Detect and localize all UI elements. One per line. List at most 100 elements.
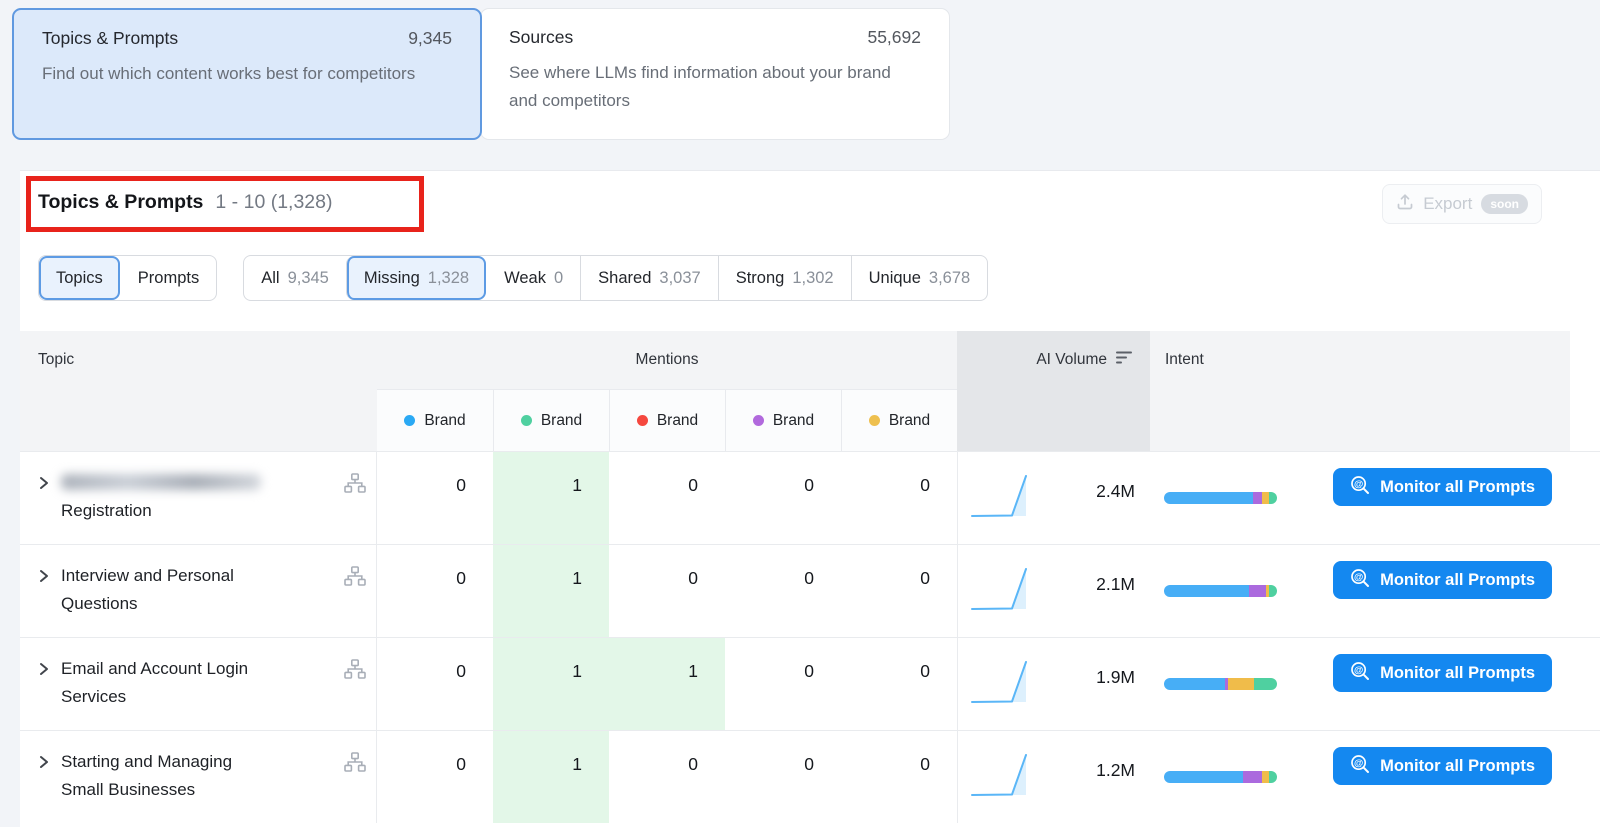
- tab-label: Strong: [735, 268, 785, 287]
- intent-segment: [1164, 678, 1226, 690]
- ai-volume-sparkline: [968, 652, 1034, 711]
- topic-cell[interactable]: Email and Account Login Services: [20, 638, 377, 730]
- brand-color-dot: [520, 415, 532, 426]
- intent-segment: [1254, 678, 1277, 690]
- section-title-wrap: Topics & Prompts 1 - 10 (1,328): [38, 191, 333, 214]
- table-body: Registration 0 1 0 0 0 2.4M: [20, 451, 1600, 823]
- sitemap-icon[interactable]: [344, 566, 366, 637]
- tab-label: Topics: [56, 268, 103, 287]
- mentions-cells: 0 1 0 0 0: [377, 545, 958, 637]
- intent-segment: [1248, 585, 1266, 597]
- card-title: Sources: [509, 27, 574, 47]
- topic-name: Starting and Managing Small Businesses: [61, 752, 233, 799]
- sort-descending-icon: [1116, 351, 1132, 369]
- chevron-right-icon[interactable]: [38, 662, 50, 730]
- monitor-all-prompts-button[interactable]: @ Monitor all Prompts: [1333, 468, 1552, 506]
- tab-label: Unique: [868, 268, 921, 287]
- view-tab-topics[interactable]: Topics: [39, 256, 120, 300]
- svg-text:@: @: [1354, 664, 1363, 675]
- column-header-topic: Topic: [38, 351, 75, 368]
- mention-count: 0: [920, 661, 930, 681]
- mention-count: 0: [920, 475, 930, 495]
- brand-color-dot: [636, 415, 648, 426]
- svg-text:@: @: [1354, 757, 1363, 768]
- topics-table: Topic Mentions AI Volume Intent Brand Bra…: [20, 331, 1600, 823]
- intent-segment: [1164, 585, 1249, 597]
- ai-volume-sparkline: [968, 559, 1034, 618]
- monitor-all-prompts-button[interactable]: @ Monitor all Prompts: [1333, 561, 1552, 599]
- filter-tab-missing[interactable]: Missing 1,328: [345, 256, 487, 300]
- intent-segment: [1243, 771, 1263, 783]
- ai-search-icon: @: [1350, 661, 1370, 686]
- mention-count: 0: [456, 568, 466, 588]
- filter-tab-unique[interactable]: Unique 3,678: [850, 256, 988, 300]
- card-value: 55,692: [867, 27, 921, 47]
- topic-cell[interactable]: Starting and Managing Small Businesses: [20, 731, 377, 823]
- mention-count: 1: [493, 545, 609, 637]
- filter-tab-all[interactable]: All 9,345: [244, 256, 346, 300]
- mention-count: 0: [920, 754, 930, 774]
- intent-segment: [1253, 492, 1263, 504]
- view-toggle: Topics Prompts: [38, 255, 218, 301]
- tab-count: 1,328: [427, 268, 470, 287]
- ai-volume-sparkline: [968, 466, 1034, 525]
- tab-label: Missing: [363, 268, 420, 287]
- column-header-ai-volume[interactable]: AI Volume: [957, 331, 1150, 389]
- chevron-right-icon[interactable]: [38, 476, 50, 544]
- filter-tab-shared[interactable]: Shared 3,037: [580, 256, 718, 300]
- ai-search-icon: @: [1350, 568, 1370, 593]
- intent-segment: [1164, 492, 1254, 504]
- export-button[interactable]: Export soon: [1382, 184, 1542, 224]
- panel-header: Topics & Prompts 1 - 10 (1,328) Export s…: [20, 171, 1600, 239]
- intent-cell: @ Monitor all Prompts: [1151, 638, 1600, 730]
- card-sources[interactable]: Sources 55,692 See where LLMs find infor…: [480, 8, 950, 140]
- table-row: Interview and Personal Questions 0 1 0 0 0 2.…: [20, 544, 1600, 637]
- status-filter-group: All 9,345 Missing 1,328 Weak 0 Shared 3,037 Stro…: [243, 255, 989, 301]
- sitemap-icon[interactable]: [344, 752, 366, 823]
- brand-label: Brand: [772, 411, 815, 429]
- topic-cell[interactable]: Interview and Personal Questions: [20, 545, 377, 637]
- chevron-right-icon[interactable]: [38, 755, 50, 823]
- filter-tab-weak[interactable]: Weak 0: [486, 256, 580, 300]
- brand-label: Brand: [656, 411, 699, 429]
- tab-label: Prompts: [137, 268, 200, 287]
- table-row: Registration 0 1 0 0 0 2.4M: [20, 451, 1600, 544]
- card-description: Find out which content works best for co…: [42, 64, 416, 83]
- brand-column-header: Brand: [377, 389, 493, 451]
- intent-segment: [1265, 585, 1270, 597]
- view-tab-prompts[interactable]: Prompts: [120, 256, 216, 300]
- brand-column-header: Brand: [609, 389, 725, 451]
- monitor-button-label: Monitor all Prompts: [1380, 663, 1535, 682]
- intent-segment: [1164, 771, 1244, 783]
- card-description: See where LLMs find information about yo…: [509, 63, 891, 110]
- tab-count: 0: [553, 268, 564, 287]
- ai-volume-label: AI Volume: [1036, 351, 1107, 368]
- sitemap-icon[interactable]: [344, 473, 366, 544]
- brand-color-dot: [868, 415, 880, 426]
- chevron-right-icon[interactable]: [38, 569, 50, 637]
- brand-column-header: Brand: [841, 389, 957, 451]
- mention-count: 0: [456, 754, 466, 774]
- topic-cell[interactable]: Registration: [20, 452, 377, 544]
- intent-cell: @ Monitor all Prompts: [1151, 452, 1600, 544]
- brand-color-dot: [404, 415, 416, 426]
- intent-segment: [1269, 585, 1277, 597]
- brand-column-header: Brand: [725, 389, 841, 451]
- mention-count: 0: [804, 475, 814, 495]
- card-topics-prompts[interactable]: Topics & Prompts 9,345 Find out which co…: [12, 8, 482, 140]
- monitor-all-prompts-button[interactable]: @ Monitor all Prompts: [1333, 747, 1552, 785]
- filter-tab-strong[interactable]: Strong 1,302: [717, 256, 851, 300]
- intent-bar: [1164, 678, 1277, 690]
- tab-count: 9,345: [287, 268, 329, 287]
- monitor-all-prompts-button[interactable]: @ Monitor all Prompts: [1333, 654, 1552, 692]
- monitor-button-label: Monitor all Prompts: [1380, 570, 1535, 589]
- intent-segment: [1225, 678, 1229, 690]
- card-value: 9,345: [408, 28, 452, 48]
- monitor-button-label: Monitor all Prompts: [1380, 756, 1535, 775]
- mention-count: 0: [688, 754, 698, 774]
- topics-prompts-panel: Topics & Prompts 1 - 10 (1,328) Export s…: [20, 170, 1600, 827]
- ai-volume-value: 2.4M: [1096, 481, 1135, 501]
- tab-count: 1,302: [792, 268, 834, 287]
- sitemap-icon[interactable]: [344, 659, 366, 730]
